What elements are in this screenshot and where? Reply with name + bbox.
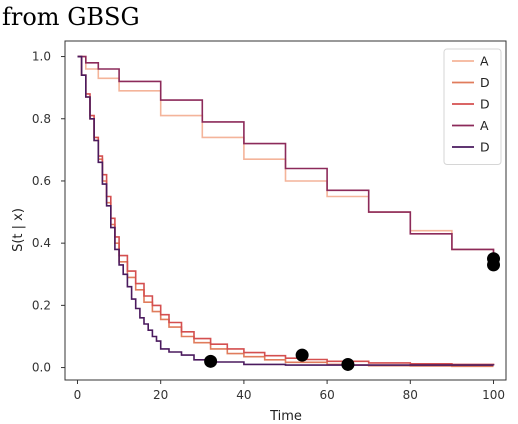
y-axis-label: S(t | x)	[11, 208, 26, 252]
x-tick-label: 40	[236, 388, 251, 402]
y-tick-label: 0.8	[32, 112, 51, 126]
legend-label-5: D	[480, 140, 490, 155]
plot-frame	[64, 40, 507, 381]
x-tick-label: 80	[403, 388, 418, 402]
y-axis-ticks: 0.0 0.2 0.4 0.6 0.8 1.0	[32, 50, 65, 375]
y-tick-label: 1.0	[32, 50, 51, 64]
series-marker-5	[204, 354, 218, 368]
x-tick-label: 20	[153, 388, 168, 402]
x-axis-ticks: 0 20 40 60 80 100	[74, 380, 505, 402]
legend-label-3: D	[480, 97, 490, 112]
y-tick-label: 0.6	[32, 174, 51, 188]
series-line-5	[77, 55, 495, 366]
y-tick-label: 0.0	[32, 361, 51, 375]
x-tick-label: 100	[482, 388, 505, 402]
series-marker-3	[295, 348, 309, 362]
figure-caption: from GBSG	[2, 3, 140, 31]
legend-label-2: D	[480, 75, 490, 90]
plot-area	[64, 40, 507, 381]
legend-label-4: A	[480, 118, 489, 133]
legend-label-1: A	[480, 54, 489, 69]
x-axis-label: Time	[269, 409, 302, 424]
y-tick-label: 0.4	[32, 236, 51, 250]
series-line-4	[77, 55, 495, 262]
y-tick-label: 0.2	[32, 298, 51, 312]
legend-box	[443, 48, 502, 165]
x-tick-label: 0	[74, 388, 82, 402]
series-marker-4	[487, 252, 501, 266]
x-tick-label: 60	[319, 388, 334, 402]
series-marker-2	[341, 357, 355, 371]
